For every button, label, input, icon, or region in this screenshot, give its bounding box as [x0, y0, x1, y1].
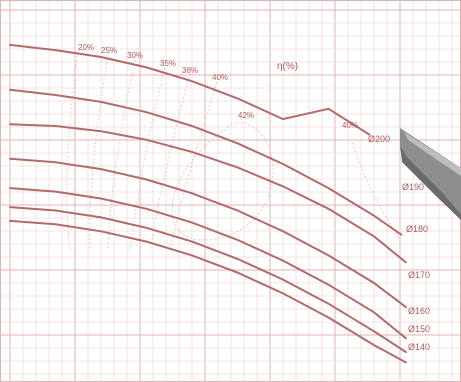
efficiency-contour [149, 73, 191, 251]
impeller-curve [9, 187, 407, 340]
efficiency-label: 25% [101, 46, 117, 55]
impeller-curves [9, 43, 407, 364]
curve-label: Ø200 [368, 134, 390, 144]
efficiency-labels: 20% 25% 30% 35% 38% 40% 42% 40% [78, 43, 358, 130]
efficiency-label: 38% [182, 66, 198, 75]
impeller-curve [9, 219, 407, 364]
efficiency-contour [89, 54, 109, 251]
curve-labels: Ø200 Ø190 Ø180 Ø170 Ø160 Ø150 Ø140 [368, 134, 430, 352]
efficiency-contour [129, 67, 166, 251]
efficiency-contour [349, 134, 401, 241]
curve-label: Ø180 [406, 224, 428, 234]
efficiency-contour [169, 81, 218, 251]
efficiency-label: 30% [127, 51, 143, 60]
efficiency-axis-label: η(%) [277, 61, 298, 72]
efficiency-label: 42% [238, 111, 254, 120]
curve-label: Ø190 [402, 182, 424, 192]
efficiency-label: 20% [78, 43, 94, 52]
impeller-curve [9, 88, 403, 236]
impeller-curve [9, 157, 407, 309]
efficiency-contour [107, 59, 136, 251]
efficiency-label: 35% [160, 59, 176, 68]
pump-blade-icon [400, 128, 461, 220]
curve-label: Ø140 [408, 342, 430, 352]
efficiency-contour [66, 51, 79, 251]
curve-label: Ø170 [408, 270, 430, 280]
efficiency-label: 40% [212, 73, 228, 82]
curve-label: Ø160 [408, 306, 430, 316]
curve-label: Ø150 [408, 324, 430, 334]
impeller-curve [9, 43, 371, 136]
efficiency-label: 40% [342, 121, 358, 130]
impeller-curve [9, 206, 407, 353]
impeller-curve [9, 123, 407, 264]
efficiency-contour [171, 121, 274, 241]
